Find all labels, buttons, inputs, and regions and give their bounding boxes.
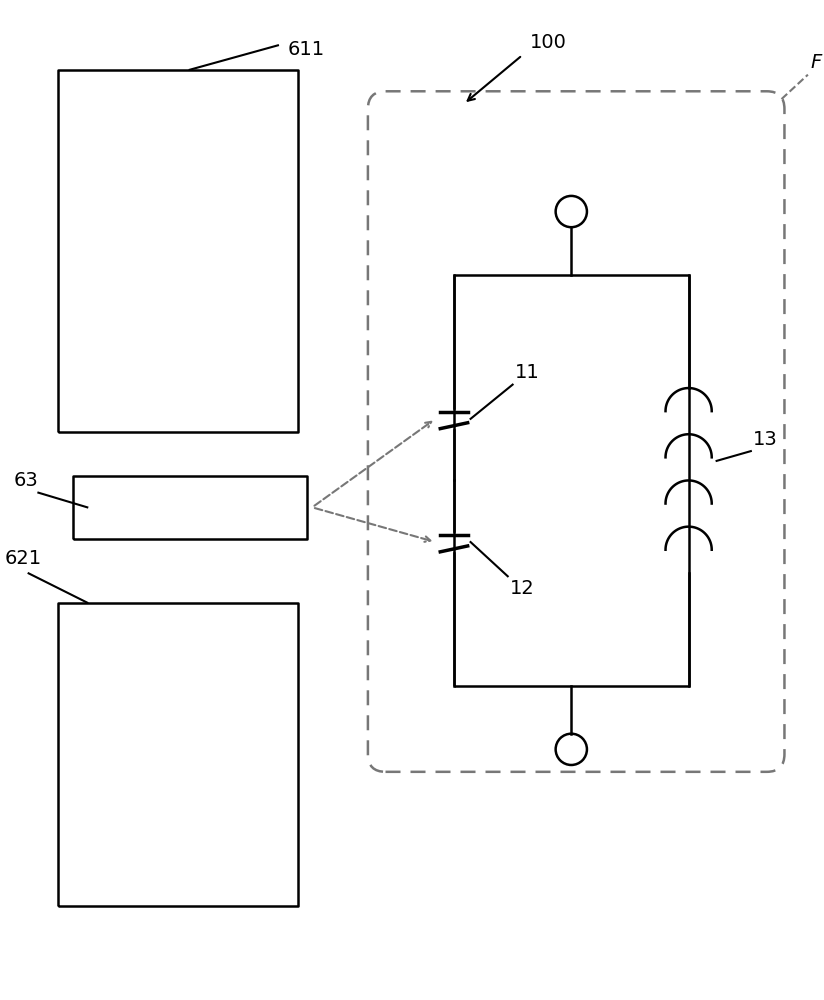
Text: 611: 611 <box>288 40 325 59</box>
Text: 621: 621 <box>4 549 41 568</box>
Text: 12: 12 <box>510 579 535 598</box>
Text: F: F <box>811 53 822 72</box>
Text: 100: 100 <box>530 33 567 52</box>
Text: 13: 13 <box>753 430 778 449</box>
Text: 63: 63 <box>14 471 39 490</box>
Text: 11: 11 <box>514 363 540 382</box>
